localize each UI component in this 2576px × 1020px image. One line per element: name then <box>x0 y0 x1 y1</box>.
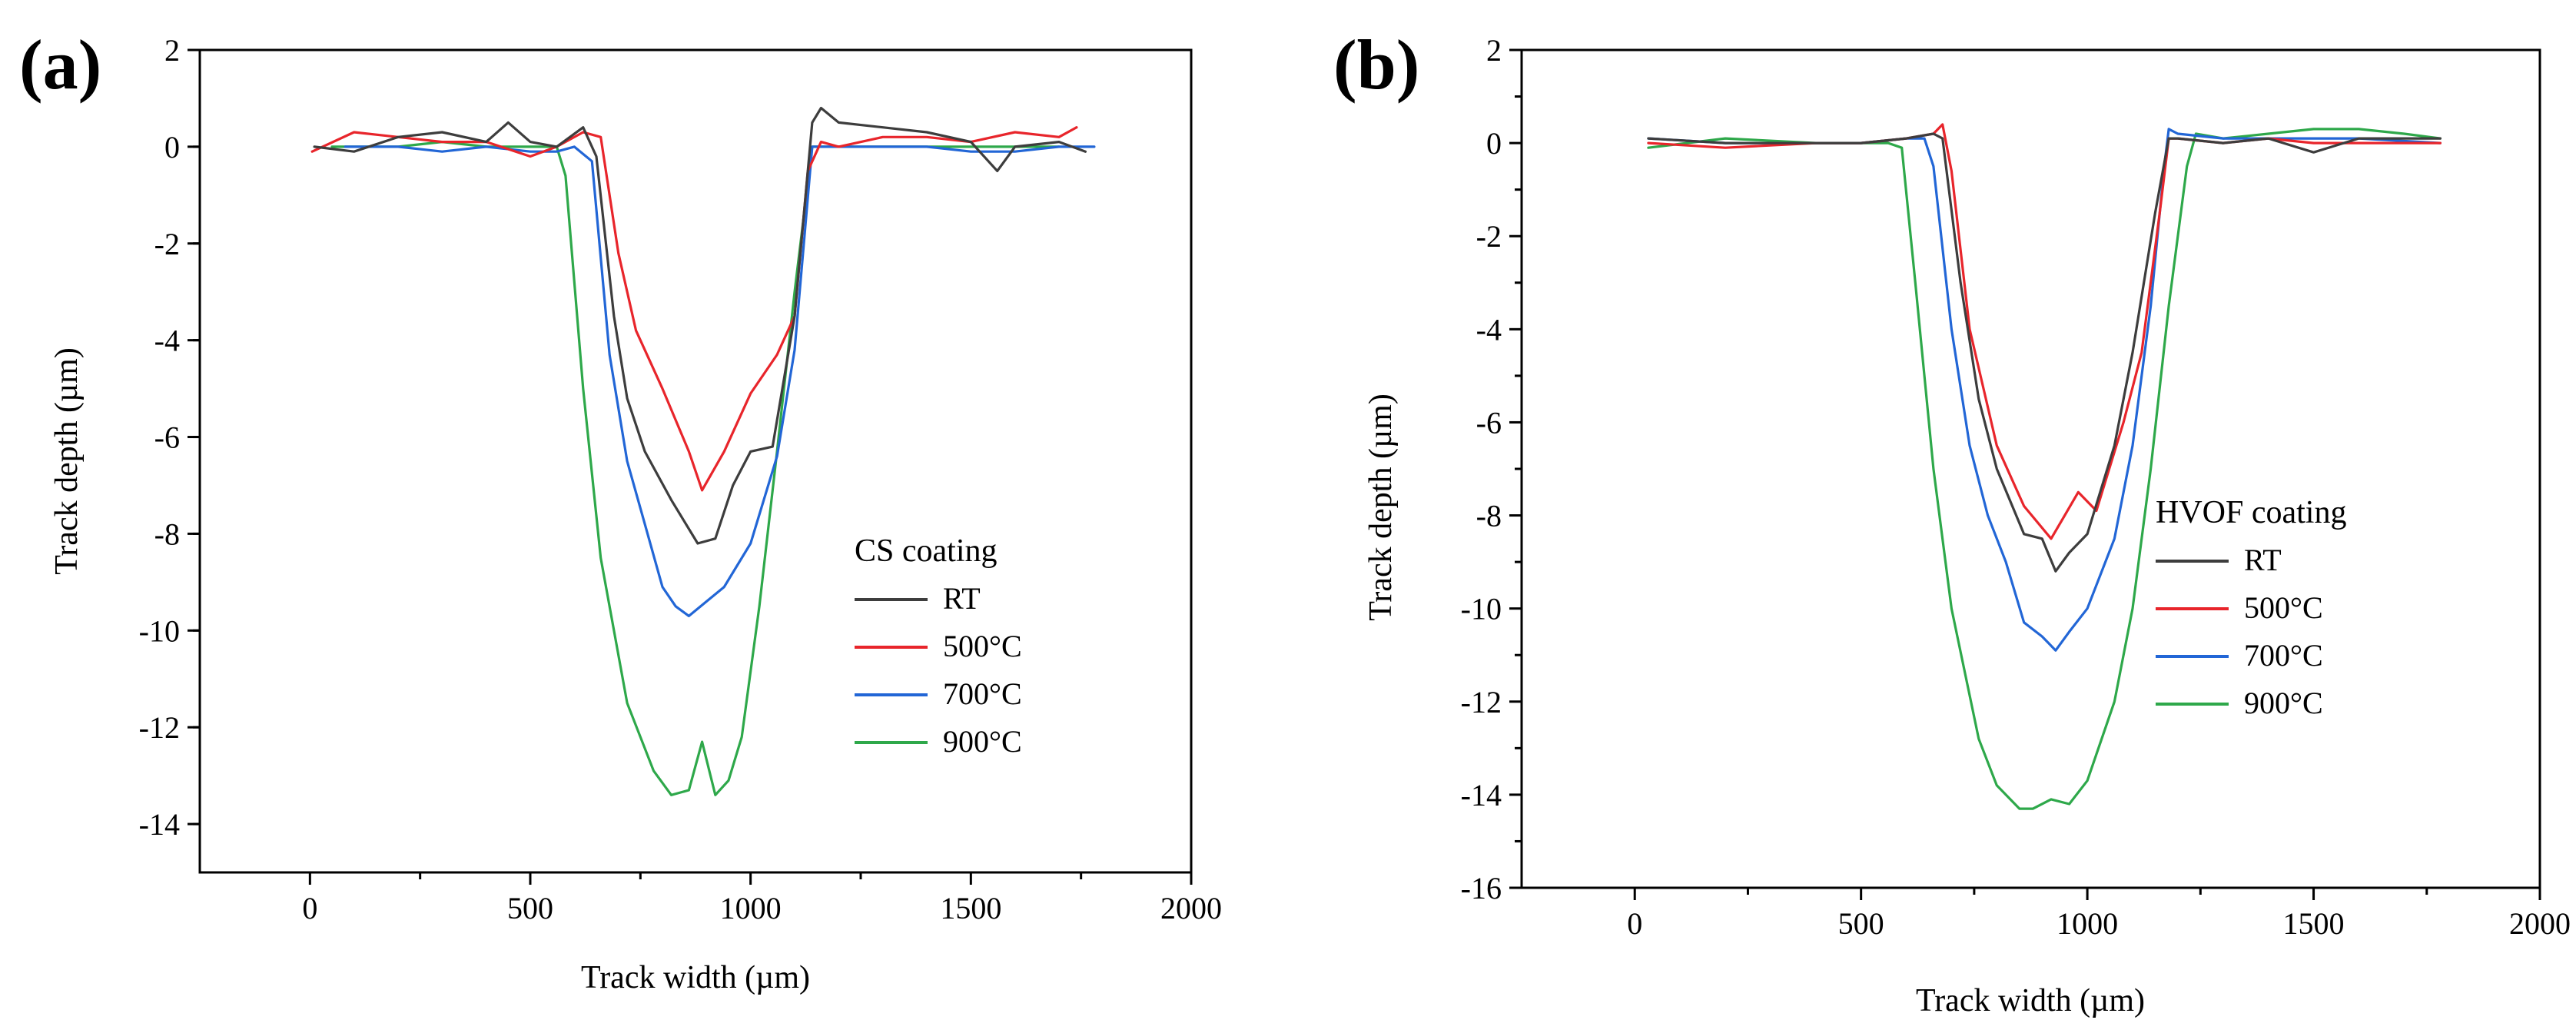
y-tick-label-b: 2 <box>1486 33 1502 68</box>
panel-label-a: (a) <box>19 25 101 104</box>
x-tick-label-b: 1000 <box>2056 906 2118 941</box>
x-axis-label-b: Track width (µm) <box>1916 983 2145 1018</box>
chart-panel-b: (b) Track depth (µm) Track width (µm) 0 5… <box>1333 25 2571 1018</box>
y-tick-label-b: -8 <box>1476 499 1502 533</box>
series-line-b-RT <box>1647 132 2442 573</box>
legend-label-a-RT: RT <box>943 581 981 616</box>
panel-label-b: (b) <box>1333 25 1419 104</box>
plot-area-a: 0 500 1000 1500 2000 2 0 -2 -4 -6 -8 -10 -12 -14 CS co… <box>139 33 1222 925</box>
y-tick-label-a: 0 <box>164 130 180 164</box>
y-tick-label-b: -12 <box>1461 685 1502 719</box>
series-line-a-700 <box>344 145 1096 618</box>
y-tick-label-a: -2 <box>154 227 180 261</box>
y-tick-label-a: -10 <box>139 613 180 648</box>
plot-frame-a <box>198 48 1193 874</box>
legend-label-a-500: 500°C <box>943 629 1022 663</box>
y-tick-label-a: 2 <box>164 33 180 68</box>
series-line-b-500 <box>1647 123 2442 540</box>
x-tick-label-b: 0 <box>1627 906 1642 941</box>
x-tick-label-a: 1500 <box>940 891 1001 925</box>
y-tick-label-a: -6 <box>154 420 180 455</box>
x-tick-label-a: 0 <box>302 891 317 925</box>
y-tick-label-b: -10 <box>1461 592 1502 626</box>
x-tick-label-a: 500 <box>507 891 553 925</box>
legend-label-b-700: 700°C <box>2244 638 2323 673</box>
plot-area-b: 0 500 1000 1500 2000 2 0 -2 -4 -6 -8 -10 -12 -14 -16 HV… <box>1461 33 2571 941</box>
legend-label-a-700: 700°C <box>943 676 1022 711</box>
y-tick-label-b: -6 <box>1476 405 1502 440</box>
series-line-b-900 <box>1647 128 2442 810</box>
chart-panel-a: (a) Track depth (µm) Track width (µm) 0 5… <box>19 25 1222 995</box>
y-tick-label-b: -2 <box>1476 219 1502 254</box>
x-tick-label-b: 2000 <box>2509 906 2571 941</box>
series-line-a-RT <box>313 106 1087 545</box>
y-tick-label-a: -8 <box>154 517 180 551</box>
plot-frame-b <box>1520 48 2541 889</box>
x-tick-label-b: 1500 <box>2283 906 2345 941</box>
y-tick-label-b: 0 <box>1486 126 1502 161</box>
x-tick-label-a: 2000 <box>1160 891 1222 925</box>
legend-title-b: HVOF coating <box>2156 495 2346 530</box>
legend-label-b-900: 900°C <box>2244 686 2323 720</box>
series-line-a-500 <box>310 126 1078 492</box>
y-tick-label-b: -14 <box>1461 778 1502 812</box>
y-axis-label-b: Track depth (µm) <box>1363 394 1399 621</box>
legend-title-a: CS coating <box>855 533 998 569</box>
y-tick-label-b: -16 <box>1461 871 1502 905</box>
y-tick-label-a: -4 <box>154 324 180 358</box>
y-tick-label-a: -14 <box>139 807 180 842</box>
legend-label-b-RT: RT <box>2244 543 2282 577</box>
y-tick-label-b: -4 <box>1476 312 1502 347</box>
x-tick-label-a: 1000 <box>720 891 782 925</box>
x-tick-label-b: 500 <box>1838 906 1884 941</box>
y-axis-label-a: Track depth (µm) <box>49 347 85 575</box>
series-line-b-700 <box>1647 128 2442 652</box>
legend-label-b-500: 500°C <box>2244 590 2323 625</box>
legend-label-a-900: 900°C <box>943 724 1022 759</box>
x-axis-label-a: Track width (µm) <box>581 960 810 995</box>
y-tick-label-a: -12 <box>139 710 180 745</box>
